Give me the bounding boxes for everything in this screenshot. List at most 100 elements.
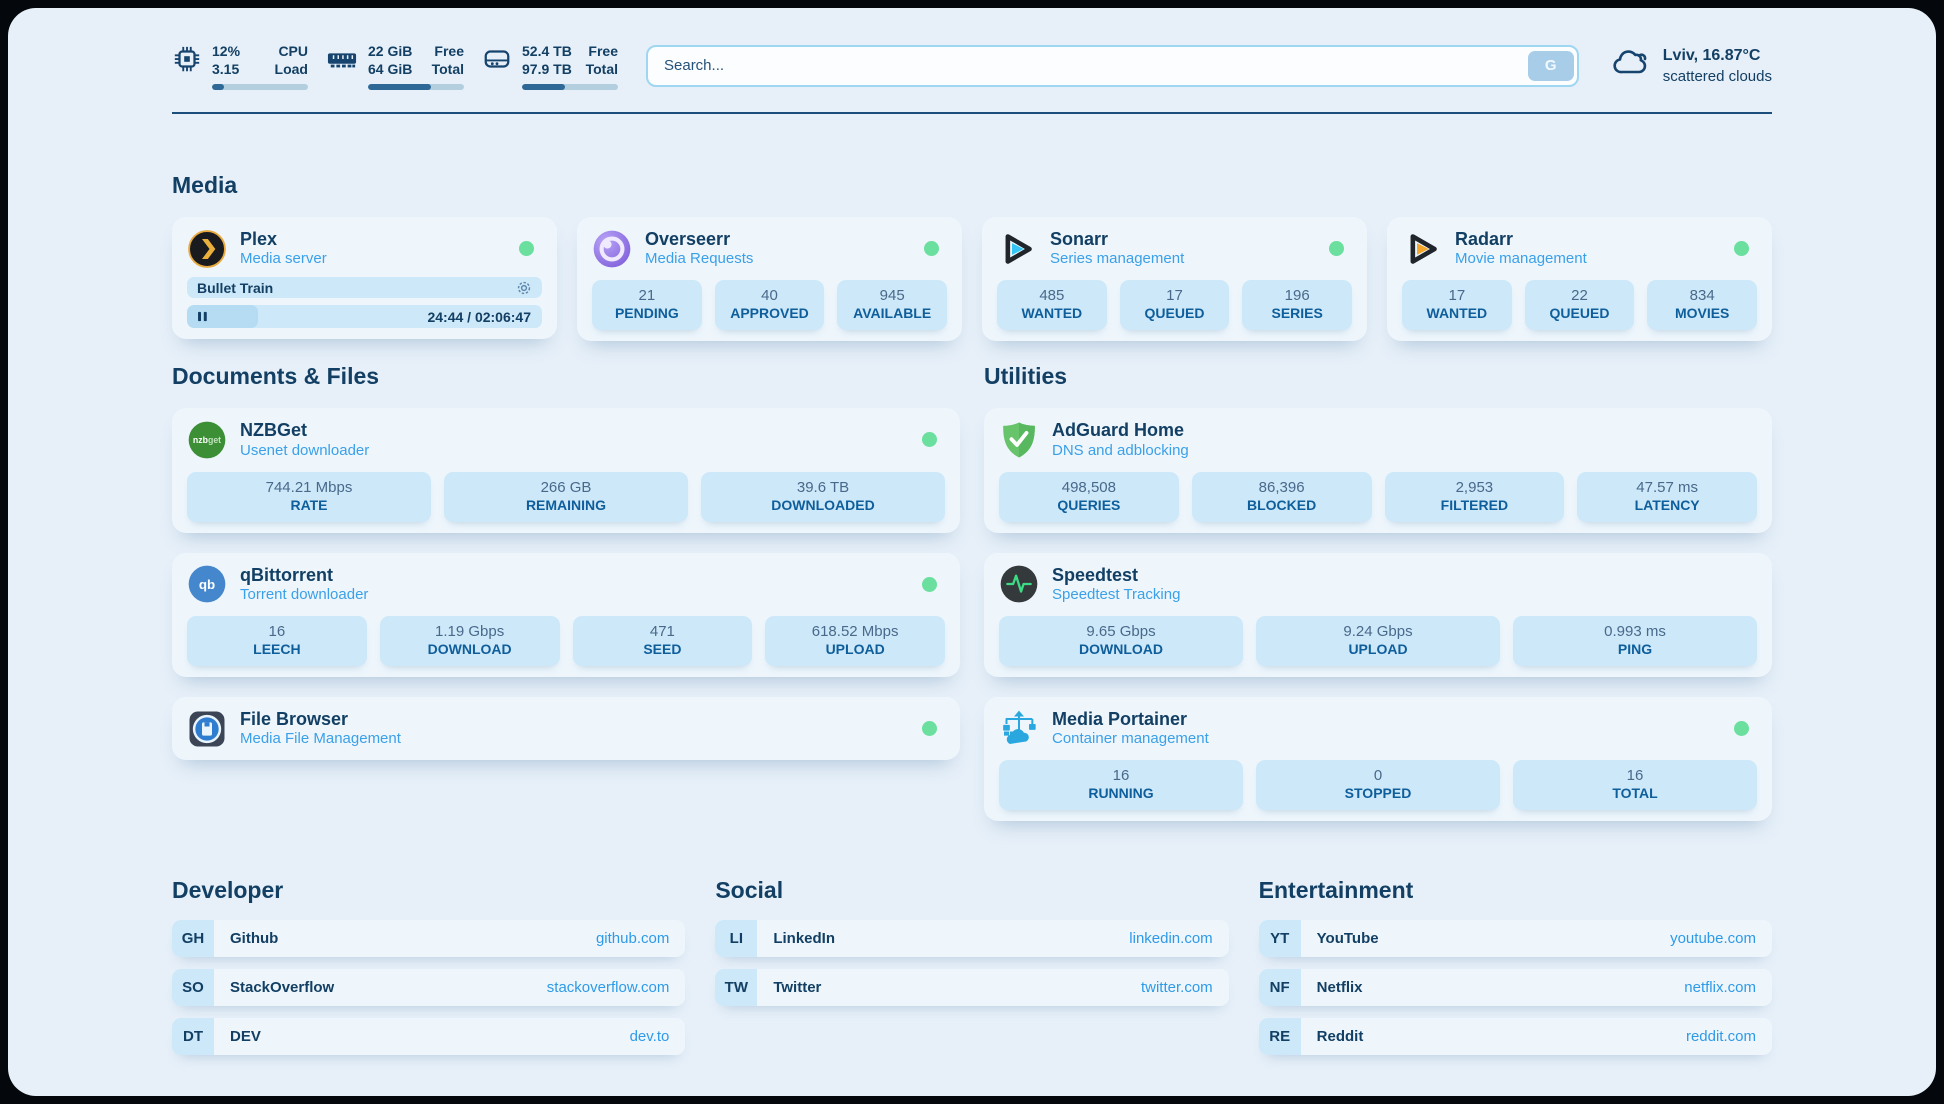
link-abbr-badge: SO bbox=[172, 969, 214, 1007]
section-title-media: Media bbox=[172, 171, 238, 198]
stat-box: 17 QUEUED bbox=[1119, 280, 1230, 331]
disk-free-value: 52.4 TB bbox=[522, 43, 572, 59]
overseerr-icon bbox=[592, 229, 632, 269]
app-title: Speedtest bbox=[1052, 564, 1139, 585]
app-subtitle: DNS and adblocking bbox=[1052, 441, 1189, 459]
link-row-github[interactable]: GH Github github.com bbox=[172, 920, 686, 958]
app-card-plex[interactable]: Plex Media server Bullet Train 24:44 / 0… bbox=[172, 216, 557, 340]
app-card-filebrowser[interactable]: File Browser Media File Management bbox=[172, 696, 960, 761]
playback-progress-fill bbox=[187, 305, 258, 329]
disk-progress-bar bbox=[522, 83, 618, 90]
app-title: Sonarr bbox=[1050, 228, 1109, 249]
search-input[interactable] bbox=[646, 44, 1579, 87]
link-name: Github bbox=[230, 930, 279, 948]
weather-condition: scattered clouds bbox=[1662, 67, 1772, 85]
ram-progress-fill bbox=[368, 83, 432, 90]
app-card-radarr[interactable]: Radarr Movie management 17 WANTED 22 QUEUE… bbox=[1387, 216, 1772, 342]
sonarr-icon bbox=[997, 229, 1037, 269]
link-row-youtube[interactable]: YT YouTube youtube.com bbox=[1258, 920, 1772, 958]
link-url[interactable]: reddit.com bbox=[1685, 1028, 1756, 1046]
stat-box: 498,508 QUERIES bbox=[999, 471, 1179, 522]
link-name: YouTube bbox=[1316, 930, 1379, 948]
app-card-qbittorrent[interactable]: qb qBittorrent Torrent downloader 16 LEEC… bbox=[172, 552, 960, 677]
stat-box: 0.993 ms PING bbox=[1513, 615, 1757, 666]
app-card-portainer[interactable]: Media Portainer Container management 16 R… bbox=[984, 696, 1772, 822]
link-abbr-badge: DT bbox=[172, 1018, 214, 1056]
app-title: Overseerr bbox=[645, 228, 731, 249]
svg-text:qb: qb bbox=[199, 577, 215, 592]
link-name: Twitter bbox=[773, 979, 822, 997]
app-subtitle: Series management bbox=[1050, 250, 1185, 268]
app-title: qBittorrent bbox=[240, 564, 333, 585]
link-url[interactable]: linkedin.com bbox=[1129, 930, 1213, 948]
stat-box: 39.6 TB DOWNLOADED bbox=[701, 471, 945, 522]
stat-box: 22 QUEUED bbox=[1524, 280, 1635, 331]
gear-icon[interactable] bbox=[516, 280, 532, 296]
stat-box: 266 GB REMAINING bbox=[444, 471, 688, 522]
link-url[interactable]: youtube.com bbox=[1670, 930, 1756, 948]
app-title: AdGuard Home bbox=[1052, 420, 1185, 441]
media-card-grid: Plex Media server Bullet Train 24:44 / 0… bbox=[172, 216, 1772, 342]
stat-box: 1.19 Gbps DOWNLOAD bbox=[379, 615, 560, 666]
link-group-developer: Developer GH Github github.com SO StackO… bbox=[172, 877, 686, 1067]
status-online-dot bbox=[922, 721, 937, 737]
search-engine-button[interactable]: G bbox=[1527, 50, 1574, 81]
link-abbr-badge: GH bbox=[172, 920, 214, 958]
top-bar: 12% 3.15 CPU Load 22 GiB 64 GiB Fre bbox=[172, 42, 1772, 90]
qbittorrent-icon: qb bbox=[187, 564, 227, 604]
disk-progress-fill bbox=[522, 83, 566, 90]
app-subtitle: Media server bbox=[240, 250, 327, 268]
playback-progress-bar[interactable]: 24:44 / 02:06:47 bbox=[187, 305, 542, 329]
app-title: File Browser bbox=[240, 708, 349, 729]
link-group-entertainment: Entertainment YT YouTube youtube.com NF … bbox=[1258, 877, 1772, 1067]
status-online-dot bbox=[1329, 241, 1344, 257]
weather-widget[interactable]: Lviv, 16.87°C scattered clouds bbox=[1611, 45, 1772, 87]
ram-total-label: Total bbox=[431, 61, 464, 78]
link-row-twitter[interactable]: TW Twitter twitter.com bbox=[715, 969, 1229, 1007]
link-row-reddit[interactable]: RE Reddit reddit.com bbox=[1258, 1018, 1772, 1056]
stat-box: 16 RUNNING bbox=[999, 760, 1243, 811]
pause-icon[interactable] bbox=[196, 310, 209, 323]
stat-box: 47.57 ms LATENCY bbox=[1577, 471, 1757, 522]
now-playing-title: Bullet Train bbox=[197, 279, 274, 296]
status-online-dot bbox=[1734, 241, 1749, 257]
app-card-sonarr[interactable]: Sonarr Series management 485 WANTED 17 QUE… bbox=[982, 216, 1367, 342]
filebrowser-icon bbox=[187, 709, 227, 749]
link-row-stackoverflow[interactable]: SO StackOverflow stackoverflow.com bbox=[172, 969, 686, 1007]
status-online-dot bbox=[1734, 721, 1749, 737]
section-title-social: Social bbox=[715, 877, 784, 904]
app-subtitle: Torrent downloader bbox=[240, 586, 369, 604]
section-title-documents: Documents & Files bbox=[172, 363, 380, 390]
app-card-overseerr[interactable]: Overseerr Media Requests 21 PENDING 40 APP… bbox=[577, 216, 962, 342]
adguard-icon bbox=[999, 420, 1039, 460]
link-url[interactable]: dev.to bbox=[629, 1028, 670, 1046]
plex-icon bbox=[187, 229, 227, 269]
link-url[interactable]: netflix.com bbox=[1684, 979, 1756, 997]
link-url[interactable]: github.com bbox=[595, 930, 670, 948]
status-online-dot bbox=[519, 241, 534, 257]
cpu-stat: 12% 3.15 CPU Load bbox=[172, 42, 308, 90]
link-url[interactable]: twitter.com bbox=[1140, 979, 1213, 997]
link-name: DEV bbox=[230, 1028, 261, 1046]
disk-stat: 52.4 TB 97.9 TB Free Total bbox=[482, 42, 618, 90]
app-card-nzbget[interactable]: nzbget NZBGet Usenet downloader 744.21 M… bbox=[172, 408, 960, 533]
link-row-linkedin[interactable]: LI LinkedIn linkedin.com bbox=[715, 920, 1229, 958]
stat-box: 9.65 Gbps DOWNLOAD bbox=[999, 615, 1243, 666]
stat-box: 0 STOPPED bbox=[1256, 760, 1500, 811]
cpu-progress-fill bbox=[212, 83, 224, 90]
status-online-dot bbox=[924, 241, 939, 257]
link-row-netflix[interactable]: NF Netflix netflix.com bbox=[1258, 969, 1772, 1007]
stat-box: 16 TOTAL bbox=[1513, 760, 1757, 811]
app-card-speedtest[interactable]: Speedtest Speedtest Tracking 9.65 Gbps DO… bbox=[984, 552, 1772, 677]
ram-free-label: Free bbox=[434, 43, 464, 59]
link-row-dev[interactable]: DT DEV dev.to bbox=[172, 1018, 686, 1056]
app-title: Radarr bbox=[1455, 228, 1514, 249]
stat-box: 945 AVAILABLE bbox=[837, 280, 948, 331]
link-name: Reddit bbox=[1316, 1028, 1364, 1046]
link-name: Netflix bbox=[1316, 979, 1363, 997]
link-url[interactable]: stackoverflow.com bbox=[546, 979, 670, 997]
app-card-adguard[interactable]: AdGuard Home DNS and adblocking 498,508 Q… bbox=[984, 408, 1772, 533]
stat-box: 485 WANTED bbox=[997, 280, 1107, 331]
ram-stat: 22 GiB 64 GiB Free Total bbox=[326, 42, 464, 90]
system-stats: 12% 3.15 CPU Load 22 GiB 64 GiB Fre bbox=[172, 42, 618, 90]
